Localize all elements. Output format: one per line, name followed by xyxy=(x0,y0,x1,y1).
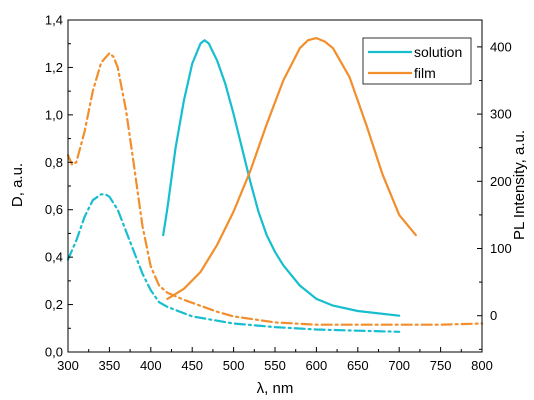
left-y-axis-title: D, a.u. xyxy=(9,163,26,207)
y-left-tick-label: 0,2 xyxy=(45,297,63,312)
x-tick-label: 450 xyxy=(181,358,203,373)
x-tick-label: 550 xyxy=(264,358,286,373)
legend: solution film xyxy=(362,37,472,85)
legend-box xyxy=(362,37,472,85)
left-y-axis: 0,0 0,2 0,4 0,6 0,8 1,0 1,2 1,4 xyxy=(45,13,73,360)
y-left-tick-label: 1,0 xyxy=(45,107,63,122)
x-tick-label: 300 xyxy=(57,358,79,373)
x-tick-label: 750 xyxy=(430,358,452,373)
x-tick-label: 800 xyxy=(471,358,493,373)
y-right-tick-label: 300 xyxy=(490,107,512,122)
series-line-solution-right xyxy=(162,39,401,317)
y-right-tick-label: 200 xyxy=(490,174,512,189)
y-left-tick-label: 0,8 xyxy=(45,155,63,170)
right-y-axis: 0 100 200 300 400 xyxy=(477,39,512,350)
legend-label-film: film xyxy=(414,65,436,81)
x-tick-label: 700 xyxy=(388,358,410,373)
x-axis-title: λ, nm xyxy=(257,380,294,397)
legend-label-solution: solution xyxy=(414,44,462,60)
x-tick-label: 400 xyxy=(140,358,162,373)
plot-lines xyxy=(66,36,484,333)
x-axis: 300 350 400 450 500 550 600 650 700 750 800 xyxy=(57,347,493,373)
series-line-film-left xyxy=(66,52,484,326)
x-tick-label: 650 xyxy=(347,358,369,373)
y-left-tick-label: 0,4 xyxy=(45,250,63,265)
right-y-axis-title: PL Intensity, a.u. xyxy=(511,130,528,240)
y-right-tick-label: 400 xyxy=(490,39,512,54)
y-left-tick-label: 0,6 xyxy=(45,202,63,217)
x-tick-label: 500 xyxy=(223,358,245,373)
y-left-tick-label: 0,0 xyxy=(45,345,63,360)
y-left-tick-label: 1,4 xyxy=(45,13,63,28)
y-left-tick-label: 1,2 xyxy=(45,60,63,75)
x-tick-label: 350 xyxy=(99,358,121,373)
y-right-tick-label: 0 xyxy=(490,308,497,323)
series-line-solution-left xyxy=(66,193,401,333)
series-line-film-right xyxy=(166,36,417,300)
x-tick-label: 600 xyxy=(306,358,328,373)
y-right-tick-label: 100 xyxy=(490,241,512,256)
